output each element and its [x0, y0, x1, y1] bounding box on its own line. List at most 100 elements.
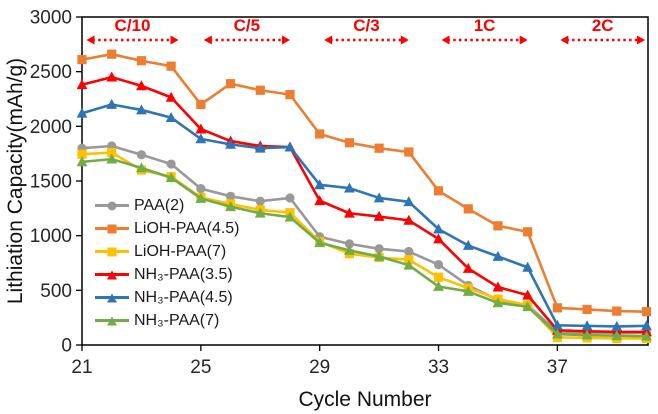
y-tick-label: 2000 [30, 117, 72, 138]
legend-marker-triangle [107, 270, 117, 279]
marker-square [523, 227, 533, 237]
rate-label: C/10 [115, 16, 151, 35]
series-line-5 [81, 157, 647, 338]
marker-square [612, 306, 622, 316]
marker-triangle [581, 329, 593, 340]
rate-arrow-right-head [170, 35, 179, 45]
rate-arrow-left-head [324, 35, 333, 45]
marker-triangle [314, 195, 326, 206]
marker-triangle [165, 172, 177, 183]
legend-marker-circle [107, 201, 117, 210]
legend: PAA(2) LiOH-PAA(4.5) LiOH-PAA(7) NH₃-PAA(3.… [95, 194, 240, 332]
marker-triangle [433, 233, 444, 244]
marker-circle [285, 193, 295, 203]
series-line-0 [81, 144, 647, 335]
y-axis-title: Lithiation Capacity(mAh/g) [4, 57, 27, 305]
marker-square [493, 221, 503, 231]
legend-swatch [95, 199, 129, 212]
marker-triangle [314, 237, 326, 248]
legend-swatch [95, 268, 129, 281]
x-tick-label: 21 [71, 357, 92, 378]
marker-triangle [284, 211, 296, 222]
marker-square [344, 138, 355, 148]
marker-triangle [344, 182, 355, 193]
marker-triangle [165, 91, 177, 102]
marker-triangle [314, 179, 326, 190]
marker-triangle [433, 280, 444, 291]
legend-marker-triangle [107, 316, 117, 325]
rate-label: 1C [474, 16, 496, 35]
marker-triangle [225, 138, 236, 149]
marker-triangle [373, 250, 385, 261]
legend-label: LiOH-PAA(4.5) [134, 219, 240, 237]
marker-square [107, 147, 117, 158]
y-tick-label: 0 [61, 336, 72, 357]
marker-triangle [373, 210, 385, 221]
marker-triangle [344, 244, 355, 255]
marker-triangle [254, 142, 266, 153]
marker-triangle [195, 192, 207, 203]
rate-arrow-right-head [400, 35, 409, 45]
legend-item: NH₃-PAA(7) [95, 309, 240, 332]
legend-swatch [95, 245, 129, 258]
marker-triangle [403, 259, 415, 270]
marker-square [255, 85, 265, 95]
x-tick-label: 29 [309, 357, 330, 378]
rate-arrow-right-head [637, 35, 646, 45]
rate-label: 2C [592, 16, 614, 35]
marker-triangle [611, 330, 623, 341]
marker-square [374, 143, 384, 153]
marker-triangle [136, 162, 147, 173]
marker-triangle [344, 207, 355, 218]
marker-triangle [106, 153, 118, 164]
marker-triangle [76, 107, 88, 118]
marker-circle [166, 159, 176, 169]
marker-circle [255, 196, 265, 206]
marker-triangle [492, 250, 504, 261]
marker-triangle [522, 261, 534, 272]
marker-triangle [522, 301, 534, 312]
marker-triangle [225, 201, 236, 212]
marker-triangle [551, 328, 563, 339]
legend-item: NH₃-PAA(3.5) [95, 263, 240, 286]
marker-triangle [462, 262, 474, 273]
marker-triangle [551, 319, 563, 330]
marker-triangle [492, 297, 504, 308]
rate-arrow-right-head [519, 35, 528, 45]
marker-square [285, 90, 295, 100]
marker-triangle [195, 123, 207, 134]
marker-triangle [136, 104, 147, 115]
marker-triangle [641, 330, 652, 341]
marker-circle [136, 150, 147, 160]
marker-square [641, 307, 652, 317]
marker-triangle [522, 289, 534, 300]
series-line-3 [81, 75, 647, 334]
x-tick-label: 33 [428, 357, 449, 378]
marker-circle [433, 260, 444, 270]
marker-triangle [403, 196, 415, 207]
legend-label: PAA(2) [134, 196, 185, 214]
y-tick-label: 3000 [30, 8, 72, 29]
marker-triangle [433, 223, 444, 234]
marker-circle [225, 191, 236, 201]
y-tick-label: 1000 [30, 226, 72, 247]
marker-square [552, 303, 562, 313]
x-axis-title: Cycle Number [298, 388, 432, 411]
marker-square [225, 79, 236, 89]
marker-triangle [611, 320, 623, 331]
marker-square [404, 147, 414, 157]
series-line-1 [81, 52, 647, 313]
marker-triangle [581, 320, 593, 331]
legend-label: NH₃-PAA(4.5) [134, 288, 233, 306]
marker-square [463, 204, 473, 214]
marker-triangle [462, 285, 474, 296]
marker-circle [374, 244, 384, 254]
rate-label: C/3 [353, 16, 379, 35]
marker-square [196, 99, 206, 110]
marker-triangle [641, 320, 652, 331]
marker-square [77, 55, 87, 65]
marker-triangle [462, 239, 474, 250]
marker-square [433, 272, 444, 282]
marker-square [107, 49, 117, 59]
